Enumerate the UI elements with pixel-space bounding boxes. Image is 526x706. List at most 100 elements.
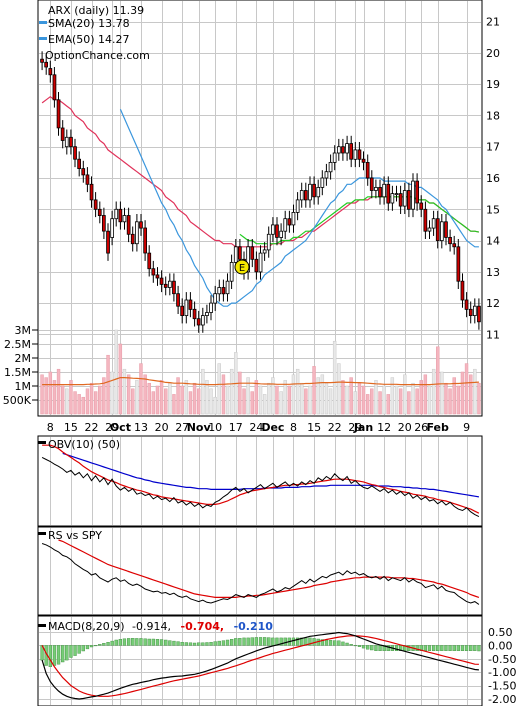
macd-histogram-bar [238, 638, 242, 646]
rs-moving-average-line [58, 539, 480, 598]
candle-body [213, 293, 217, 304]
macd-signal-line [41, 635, 479, 697]
candle-body [448, 236, 452, 245]
macd-histogram-bar [349, 644, 353, 646]
price-tick-label: 19 [486, 78, 500, 91]
candle-body [468, 308, 473, 316]
macd-histogram-bar [246, 637, 250, 646]
macd-line [41, 631, 479, 700]
volume-bar [143, 374, 147, 415]
macd-axis: 0.500.00-0.50-1.00-1.50-2.00 [488, 626, 516, 706]
macd-histogram-bar [205, 642, 209, 646]
candle-body [114, 208, 119, 220]
volume-bar [126, 374, 131, 415]
volume-bar [464, 363, 469, 415]
volume-bar [159, 380, 164, 415]
volume-bar [122, 368, 127, 415]
candle-body [139, 221, 143, 229]
macd-histogram-bar [131, 638, 135, 646]
candle-body [221, 287, 226, 295]
macd-histogram-bar [168, 640, 172, 646]
candle-body [130, 233, 135, 245]
candle-body [81, 168, 86, 176]
macd-histogram-bar [254, 637, 258, 646]
date-label: Oct [110, 421, 131, 434]
macd-histogram-bar [192, 642, 197, 646]
candle-body [188, 299, 193, 310]
price-legend: ARX (daily) 11.39 SMA(20) 13.78 EMA(50) … [39, 4, 150, 62]
volume-bar [209, 388, 213, 415]
price-tick-label: 17 [486, 141, 500, 154]
macd-histogram-bar [341, 641, 345, 646]
candle-body [163, 283, 168, 288]
volume-bar [164, 388, 168, 415]
volume-bar [304, 388, 308, 415]
volume-bar [52, 380, 57, 415]
candle-body [143, 227, 147, 254]
volume-bar [168, 382, 172, 415]
symbol-legend: ARX (daily) 11.39 [48, 4, 144, 17]
volume-bar [217, 363, 221, 415]
candle-body [200, 315, 205, 326]
macd-value-3: -0.210 [234, 620, 274, 633]
volume-bar [382, 385, 386, 415]
macd-histogram-bar [258, 637, 263, 646]
volume-bar [365, 394, 370, 415]
candle-body [237, 246, 242, 260]
macd-histogram-bar [328, 640, 333, 646]
volume-bar [378, 391, 382, 415]
candle-body [456, 246, 461, 282]
macd-histogram-bar [324, 639, 329, 646]
candle-body [106, 230, 110, 254]
macd-histogram-bar [196, 642, 201, 646]
candle-body [390, 193, 395, 204]
candle-body [308, 183, 312, 201]
volume-bar [110, 371, 114, 415]
volume-bar [44, 377, 48, 415]
rs-gridlines [50, 528, 468, 614]
candle-body [369, 177, 374, 191]
volume-bar [77, 394, 81, 415]
volume-bar [431, 368, 436, 415]
candle-body [472, 305, 477, 317]
volume-bar [477, 382, 481, 415]
volume-bar [398, 388, 403, 415]
candle-body [435, 218, 440, 241]
candle-body [270, 224, 275, 235]
volume-bar [93, 391, 98, 415]
candle-body [180, 305, 184, 317]
macd-histogram-bar [151, 638, 155, 646]
date-label: Jan [353, 421, 373, 434]
macd-histogram-bar [444, 645, 448, 652]
candle-body [336, 146, 341, 154]
macd-histogram-bar [378, 645, 382, 652]
macd-histogram-bar [81, 645, 85, 652]
candle-body [275, 224, 279, 238]
earnings-event-marker[interactable] [234, 259, 250, 275]
candle-body [205, 312, 209, 316]
macd-histogram-bar [164, 639, 168, 646]
volume-bar [192, 382, 197, 415]
volume-bar [337, 363, 341, 415]
macd-histogram-bar [69, 645, 73, 658]
candle-body [415, 180, 420, 204]
candle-body [324, 171, 329, 179]
candle-body [303, 190, 308, 201]
candle-body [332, 152, 337, 163]
macd-tick-label: -2.00 [488, 693, 516, 706]
macd-histogram-bar [147, 638, 151, 646]
volume-tick-label: 1M [15, 380, 32, 393]
volume-bar [131, 388, 135, 415]
candle-body [89, 183, 94, 201]
macd-histogram-bar [159, 639, 164, 646]
price-tick-label: 12 [486, 297, 500, 310]
macd-histogram-bar [126, 638, 131, 646]
macd-histogram-bar [448, 645, 452, 652]
candle-body [155, 274, 160, 279]
candle-body [402, 190, 407, 207]
candle-body [217, 287, 222, 295]
macd-tick-label: -1.00 [488, 666, 516, 679]
rs-line [41, 543, 480, 605]
